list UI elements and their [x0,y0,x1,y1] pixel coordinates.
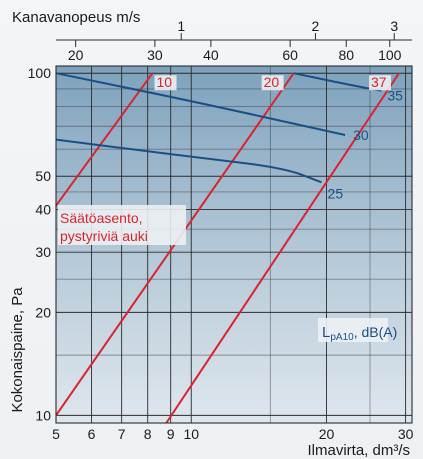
blue-series-line [55,72,346,136]
blue-series-line [55,138,322,184]
x-tick-label: 20 [319,426,335,442]
duct-tick-label: 20 [68,47,84,63]
red-series-label: 37 [371,74,387,90]
red-series-label: 20 [264,74,280,90]
duct-tick-label: 100 [378,47,402,63]
blue-note-unit: , dB(A) [354,324,398,340]
blue-note-box [318,318,388,342]
blue-series-label: 35 [387,88,403,104]
velocity-tick-label: 1 [177,18,185,34]
series-layer: 10 20 37 25 30 35 [55,72,403,424]
x-axis-title: Ilmavirta, dm³/s [307,442,410,459]
velocity-tick-label: 3 [390,18,398,34]
red-series-line [165,72,400,424]
x-tick-label: 10 [183,426,199,442]
blue-note-main: L [322,324,330,341]
red-note-box [58,205,186,245]
x-tick-label: 7 [118,426,126,442]
duct-tick-label: 40 [203,47,219,63]
x-tick-label: 6 [88,426,96,442]
blue-series-label: 25 [328,185,344,201]
x-tick-label: 8 [144,426,152,442]
y-tick-label: 100 [28,65,52,81]
velocity-tick-label: 2 [312,18,320,34]
red-note-line2: pystyriviä auki [60,228,148,244]
blue-series-label: 30 [353,127,369,143]
blue-note: LpA10, dB(A) [322,324,397,343]
x-tick-label: 30 [398,426,414,442]
duct-tick-label: 30 [147,47,163,63]
y-tick-label: 40 [35,201,51,217]
top-axis-title: Kanavanopeus m/s [12,9,140,26]
red-note-line1: Säätöasento, [60,210,143,226]
red-series-line [55,72,154,207]
grid-lines [55,66,412,423]
red-series-label-bg [154,75,177,91]
blue-note-sub: pA10 [330,332,354,343]
tick-labels: 5 6 7 8 9 10 20 30 10 20 30 40 50 100 [28,65,414,442]
y-axis-title: Kokonaispaine, Pa [9,287,26,413]
y-tick-label: 30 [35,244,51,260]
top-axis: 1 2 3 20 30 40 60 80 100 [68,18,402,63]
x-tick-label: 9 [167,426,175,442]
duct-tick-label: 80 [338,47,354,63]
y-tick-label: 50 [35,168,51,184]
y-tick-label: 20 [35,304,51,320]
red-series-label-bg [368,75,391,91]
x-tick-label: 5 [52,426,60,442]
plot-frame [55,65,413,424]
red-series-label-bg [261,75,284,91]
duct-tick-label: 60 [282,47,298,63]
red-series-label: 10 [157,74,173,90]
y-tick-label: 10 [35,407,51,423]
